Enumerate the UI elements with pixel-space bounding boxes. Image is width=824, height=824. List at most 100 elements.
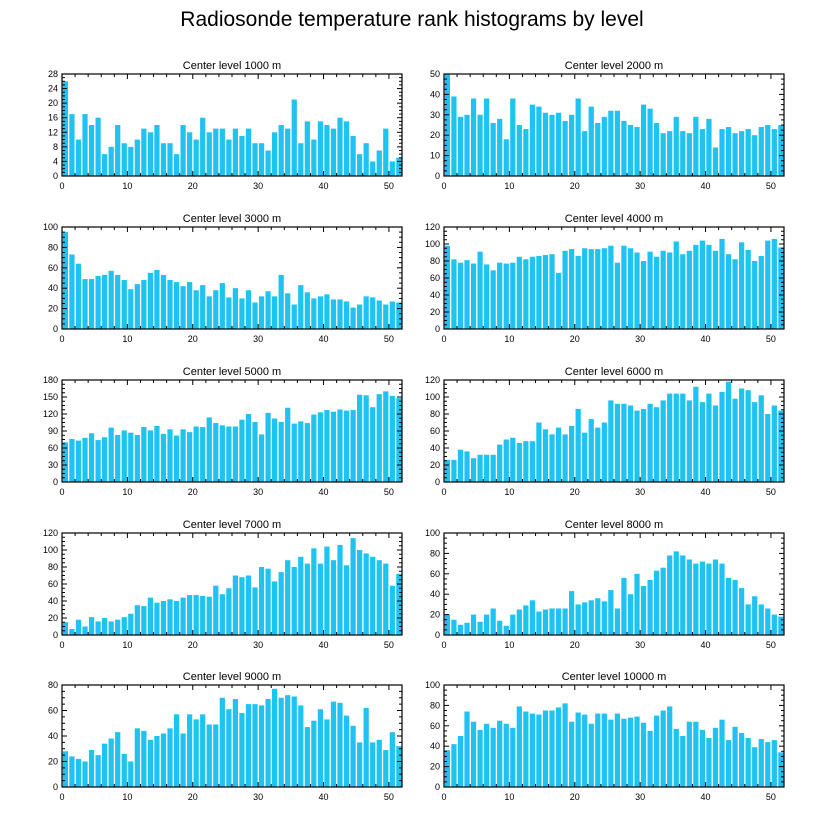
y-tick-label: 20 (48, 98, 58, 108)
histogram-bar (542, 112, 549, 176)
histogram-bar (771, 405, 777, 482)
histogram-bar (128, 761, 134, 787)
histogram-bar (75, 263, 82, 329)
histogram-bar (69, 629, 75, 635)
histogram-bar (88, 617, 95, 635)
histogram-bar (536, 611, 542, 635)
histogram-bar (147, 132, 154, 176)
y-tick-label: 60 (48, 263, 58, 273)
histogram-bar (134, 139, 140, 176)
histogram-bar (108, 621, 114, 635)
histogram-bar (75, 139, 82, 176)
histogram-bar (285, 560, 291, 635)
histogram-bar (69, 756, 75, 787)
histogram-bar (595, 427, 601, 482)
histogram-bar (389, 585, 395, 635)
histogram-bar (193, 290, 199, 329)
histogram-bar (536, 106, 542, 176)
histogram-bar (503, 439, 509, 482)
histogram-panel: Center level 3000 m 0 10 20 30 40 50 0 20 40 60 80 1… (43, 213, 403, 344)
histogram-bar (470, 263, 477, 329)
histogram-bar (608, 719, 614, 787)
histogram-bar (88, 750, 95, 787)
histogram-bar (343, 301, 350, 329)
y-tick-label: 50 (430, 69, 440, 79)
histogram-bar (555, 707, 562, 787)
histogram-bar (383, 563, 389, 635)
histogram-bar (490, 608, 496, 635)
histogram-bar (542, 429, 549, 482)
histogram-bar (128, 289, 134, 329)
histogram-bar (686, 559, 692, 635)
histogram-bar (75, 440, 82, 482)
histogram-bar (187, 595, 193, 635)
y-tick-label: 20 (48, 304, 58, 314)
histogram-bar (758, 395, 764, 482)
histogram-bar (503, 625, 509, 635)
histogram-bar (582, 248, 588, 329)
histogram-bar (451, 744, 457, 787)
histogram-bar (95, 117, 101, 176)
histogram-panel: Center level 8000 m 0 10 20 30 40 50 0 20 40 60 80 1… (425, 519, 785, 650)
histogram-bar (350, 307, 356, 329)
x-tick-label: 50 (384, 181, 394, 191)
histogram-bar (601, 116, 607, 176)
histogram-bar (654, 715, 660, 787)
histogram-bar (121, 430, 127, 482)
histogram-bar (160, 601, 167, 635)
histogram-bar (484, 454, 490, 482)
x-tick-label: 0 (441, 334, 446, 344)
histogram-bar (258, 705, 265, 787)
histogram-panel: Center level 1000 m 0 10 20 30 40 50 0 4 8 12 16 20 2… (48, 60, 403, 191)
histogram-bar (706, 118, 712, 176)
histogram-bar (752, 747, 758, 787)
panel-title: Center level 5000 m (183, 366, 281, 378)
histogram-bar (330, 701, 337, 787)
histogram-bar (95, 755, 101, 788)
histogram-bar (523, 605, 529, 635)
histogram-bar (706, 244, 712, 329)
histogram-bar (219, 697, 225, 787)
histogram-bar (272, 688, 278, 787)
x-tick-label: 30 (635, 334, 645, 344)
x-tick-label: 10 (122, 792, 132, 802)
histogram-bar (673, 393, 679, 482)
histogram-bar (497, 444, 503, 482)
y-tick-label: 0 (435, 324, 440, 334)
histogram-bar (562, 608, 568, 635)
histogram-bar (771, 614, 777, 635)
histogram-bar (470, 98, 477, 176)
histogram-bar (634, 252, 640, 329)
histogram-bar (350, 538, 356, 635)
histogram-bar (88, 125, 95, 176)
histogram-bar (595, 122, 601, 176)
histogram-bar (739, 588, 745, 635)
y-tick-label: 20 (430, 610, 440, 620)
histogram-bar (357, 742, 363, 788)
histogram-bar (141, 128, 147, 176)
histogram-bar (62, 232, 69, 329)
histogram-bar (75, 758, 82, 787)
histogram-bar (555, 112, 562, 176)
x-tick-label: 10 (504, 792, 514, 802)
histogram-bar (771, 129, 777, 176)
histogram-bar (285, 407, 291, 482)
histogram-bar (725, 254, 732, 329)
histogram-bar (739, 388, 745, 482)
histogram-bar (699, 402, 706, 482)
histogram-bar (614, 262, 621, 329)
histogram-bar (588, 106, 594, 176)
histogram-bar (451, 96, 457, 176)
histogram-bar (350, 410, 356, 482)
x-tick-label: 10 (122, 181, 132, 191)
histogram-panel: Center level 9000 m 0 10 20 30 40 50 0 20 40 60 80 (48, 671, 403, 802)
histogram-bar (370, 161, 376, 176)
histogram-bar (115, 125, 121, 176)
y-tick-label: 120 (425, 375, 440, 385)
y-tick-label: 20 (430, 307, 440, 317)
histogram-bar (562, 703, 568, 787)
histogram-bar (555, 608, 562, 635)
y-tick-label: 150 (43, 392, 58, 402)
histogram-bar (167, 280, 173, 329)
y-tick-label: 60 (48, 579, 58, 589)
